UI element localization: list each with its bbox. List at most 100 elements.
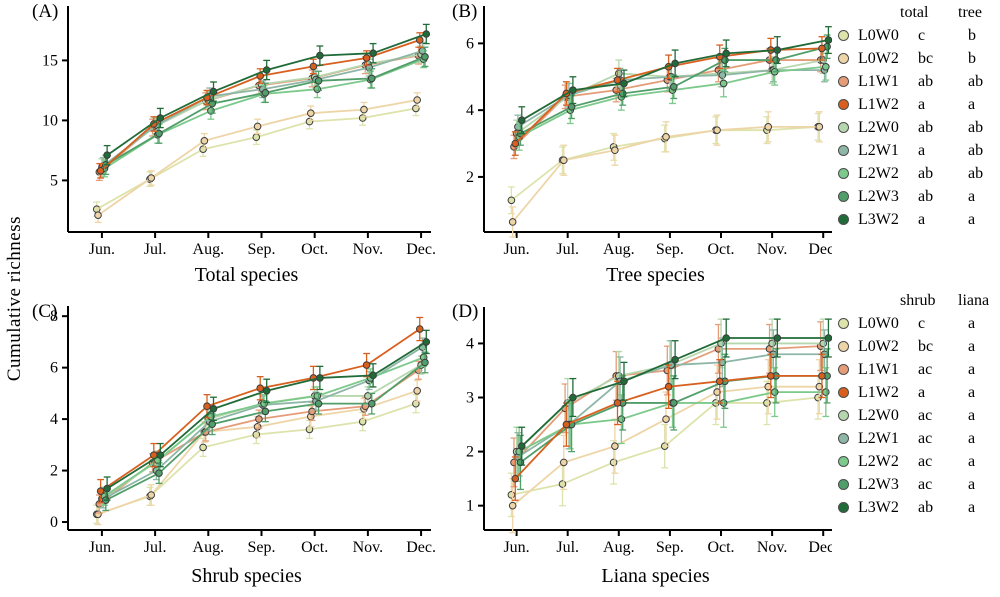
legend-row: L3W2 a a — [832, 208, 1000, 231]
series-L0W2 — [94, 92, 421, 224]
x-tick-label: Sep. — [656, 241, 684, 258]
legend-row: L0W0 c b — [832, 24, 1000, 47]
data-point — [316, 374, 324, 382]
legend-row: L2W1 ac a — [832, 427, 1000, 450]
data-point — [818, 44, 826, 53]
data-point — [252, 133, 261, 141]
x-tick-label: Oct. — [301, 539, 328, 556]
panel-tree-species: 2 4 6 Jun. Jul. Aug. Sep. Oct. Nov. Dec. (B) Tree s… — [446, 0, 838, 292]
legend-row: L1W1 ac a — [832, 358, 1000, 381]
data-point — [773, 46, 782, 54]
legend-marker-icon — [838, 410, 849, 421]
data-point — [94, 510, 102, 519]
data-point — [620, 377, 628, 386]
series-L0W0 — [507, 112, 822, 215]
data-point — [96, 167, 105, 175]
data-point — [256, 384, 264, 393]
data-point — [718, 71, 727, 79]
data-point — [262, 386, 271, 395]
data-point — [261, 89, 270, 97]
data-point — [422, 338, 431, 346]
data-point — [208, 99, 217, 108]
data-point — [824, 36, 833, 44]
data-point — [367, 399, 376, 408]
data-point — [670, 399, 678, 407]
legend-significance-letter: ac — [918, 452, 933, 470]
legend-significance-letter: ab — [918, 498, 934, 516]
x-tick-label: Dec. — [406, 241, 436, 258]
legend-significance-letter: a — [968, 383, 976, 401]
series-L1W2 — [511, 353, 826, 501]
legend-significance-letter: a — [968, 210, 976, 228]
data-point — [209, 87, 218, 96]
data-point — [96, 487, 105, 495]
legend-treatment-name: L3W2 — [858, 498, 899, 516]
data-point — [103, 151, 111, 159]
legend-column-header: total — [900, 4, 929, 21]
legend-treatment-name: L2W1 — [858, 141, 899, 159]
y-axis-label: Cumulative richness — [4, 215, 25, 382]
y-tick-label: 3 — [466, 390, 474, 407]
data-point — [722, 334, 731, 342]
data-point — [415, 325, 424, 333]
legend-significance-letter: ab — [918, 72, 934, 90]
x-tick-label: Aug. — [193, 539, 225, 556]
x-tick-label: Oct. — [707, 241, 734, 258]
legend-significance-letter: c — [918, 314, 926, 332]
legend-significance-letter: ac — [918, 475, 933, 493]
data-point — [508, 218, 517, 226]
data-point — [614, 69, 623, 78]
data-point — [422, 30, 431, 38]
data-point — [200, 137, 209, 145]
x-tick-label: Jun. — [503, 241, 529, 258]
legend-marker-icon — [838, 364, 849, 375]
data-point — [369, 371, 377, 380]
data-point — [92, 205, 101, 213]
y-tick-label: 10 — [42, 112, 58, 129]
legend-significance-letter: a — [968, 498, 976, 516]
legend-column-header: shrub — [900, 292, 936, 309]
legend-significance-letter: a — [968, 187, 976, 205]
x-axis-title: Shrub species — [191, 565, 302, 587]
legend-treatment-name: L2W2 — [858, 164, 899, 182]
legend-treatment-name: L2W3 — [858, 187, 899, 205]
legend-treatment-name: L0W2 — [858, 49, 899, 67]
legend-marker-icon — [838, 502, 849, 513]
data-point — [815, 382, 824, 391]
series-L3W2 — [103, 329, 431, 501]
series-L2W3 — [102, 46, 429, 176]
legend-row: L0W0 c a — [832, 312, 1000, 335]
legend-row: L0W2 bc a — [832, 335, 1000, 358]
data-point — [613, 399, 622, 407]
legend-treatment-name: L2W0 — [858, 406, 899, 424]
data-point — [199, 145, 207, 153]
y-tick-label: 4 — [466, 335, 474, 352]
legend-treatment-name: L0W0 — [858, 26, 899, 44]
y-tick-label: 15 — [42, 52, 58, 69]
legend-significance-letter: ab — [918, 187, 934, 205]
panel-shrub-species: 0 2 4 6 8 Jun. Jul. Aug. Sep. Oct. Nov. Dec. (C) Shru… — [28, 298, 446, 597]
chart-svg-c: 0 2 4 6 8 Jun. Jul. Aug. Sep. Oct. Nov. Dec. (C) Shru… — [32, 301, 436, 587]
legend-significance-letter: a — [918, 95, 926, 113]
data-point — [362, 361, 371, 369]
legend-significance-letter: a — [968, 429, 976, 447]
data-point — [316, 51, 324, 60]
data-point — [517, 116, 526, 124]
data-point — [306, 109, 315, 117]
legend-marker-icon — [838, 76, 849, 87]
legend-treatment-name: L1W1 — [858, 72, 899, 90]
legend-marker-icon — [838, 479, 849, 490]
data-point — [156, 114, 165, 122]
data-point — [147, 174, 156, 182]
data-point — [94, 211, 102, 219]
x-tick-label: Jul. — [556, 539, 579, 556]
legend-treatment-name: L1W1 — [858, 360, 899, 378]
legend-marker-icon — [838, 387, 849, 398]
legend-significance-letter: bc — [918, 337, 934, 355]
legend-significance-letter: a — [968, 475, 976, 493]
series-L0W2 — [508, 359, 824, 534]
series-L3W2 — [517, 318, 833, 466]
legend-significance-letter: a — [968, 337, 976, 355]
y-tick-label: 6 — [466, 35, 474, 52]
